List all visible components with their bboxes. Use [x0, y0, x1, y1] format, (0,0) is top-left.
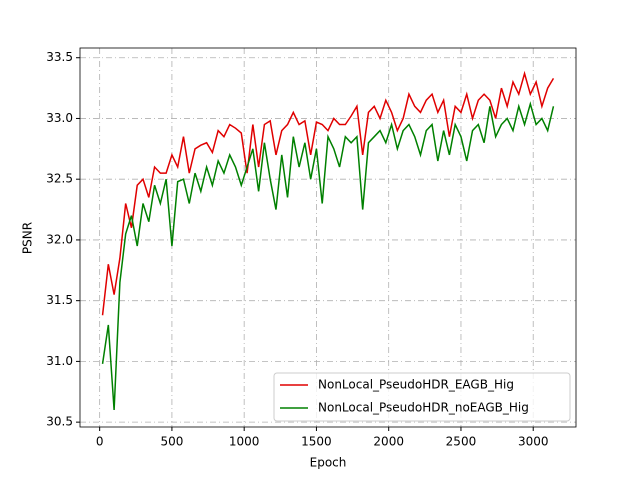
y-tick-label: 32.0	[46, 232, 73, 246]
legend-label: NonLocal_PseudoHDR_EAGB_Hig	[318, 378, 514, 392]
x-tick-label: 3000	[518, 435, 549, 449]
x-tick-label: 1000	[229, 435, 260, 449]
y-tick-label: 33.5	[46, 50, 73, 64]
x-tick-label: 0	[96, 435, 104, 449]
x-tick-label: 2000	[373, 435, 404, 449]
x-tick-label: 2500	[446, 435, 477, 449]
y-tick-label: 30.5	[46, 415, 73, 429]
y-tick-label: 32.5	[46, 172, 73, 186]
plot-frame	[79, 47, 577, 428]
x-tick-label: 1500	[301, 435, 332, 449]
y-tick-label: 31.5	[46, 293, 73, 307]
y-tick-label: 31.0	[46, 354, 73, 368]
series-line	[101, 101, 555, 411]
y-axis-label: PSNR	[21, 222, 35, 254]
y-tick-label: 33.0	[46, 111, 73, 125]
x-tick-label: 500	[160, 435, 183, 449]
legend-label: NonLocal_PseudoHDR_noEAGB_Hig	[318, 401, 529, 415]
series-line	[101, 70, 555, 316]
legend-box	[273, 372, 571, 422]
x-axis-label: Epoch	[310, 456, 347, 470]
